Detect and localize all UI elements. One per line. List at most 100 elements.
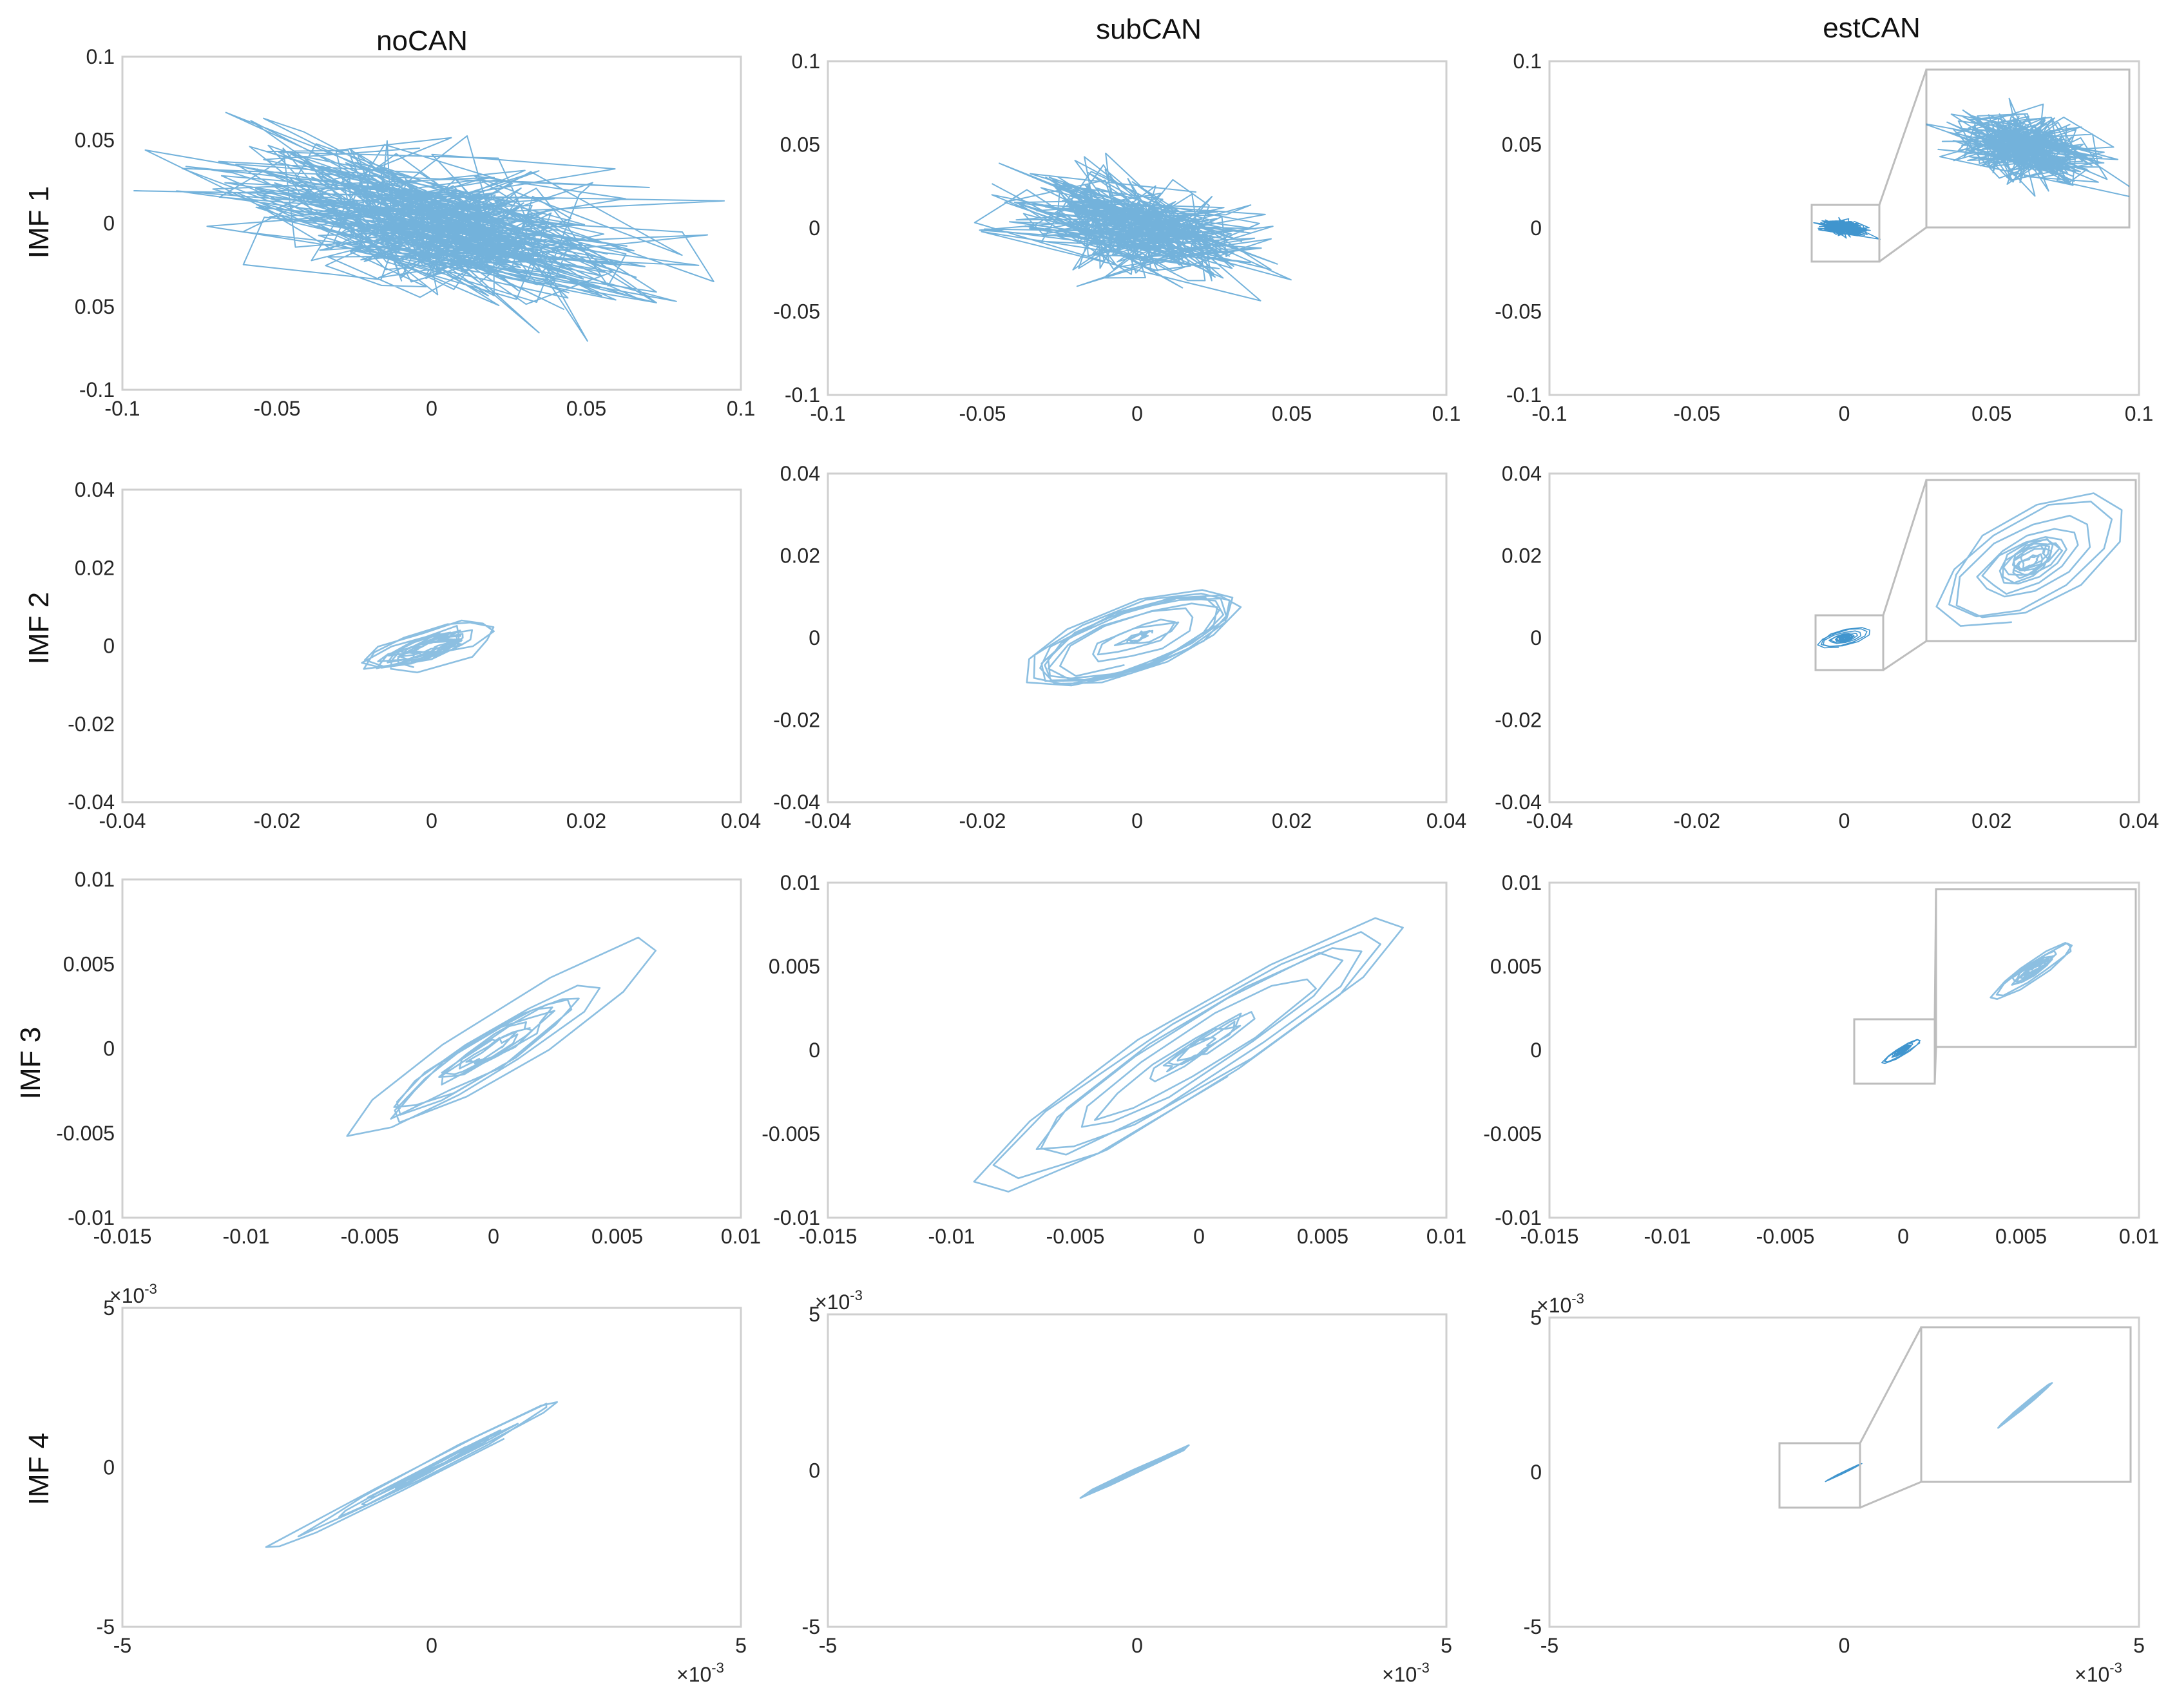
trajectory-trace — [133, 111, 725, 342]
inset-connector — [1859, 1327, 1923, 1444]
trajectory-trace — [1026, 589, 1242, 687]
x-tick-label: 0 — [426, 397, 437, 420]
y-tick-label: 5 — [809, 1303, 820, 1326]
x-tick-label: 5 — [2133, 1634, 2145, 1657]
y-tick-label: 0 — [809, 216, 820, 240]
x-tick-label: -0.02 — [959, 809, 1006, 832]
x-tick-label: 0.005 — [1297, 1225, 1348, 1248]
x-tick-label: 0.05 — [1272, 402, 1312, 425]
panel-imf4-nocan: -5 0 5-505×10-3×10-3 — [97, 1281, 747, 1686]
y-tick-label: 0 — [1530, 1039, 1542, 1062]
y-tick-label: 0.005 — [1490, 955, 1542, 978]
x-tick-label: 5 — [1441, 1634, 1452, 1657]
x-tick-label: 0.01 — [721, 1225, 761, 1248]
y-exponent-label: ×10-3 — [815, 1287, 863, 1314]
x-tick-label: -0.005 — [1046, 1225, 1105, 1248]
y-tick-label: -0.01 — [773, 1206, 820, 1229]
x-tick-label: -0.05 — [959, 402, 1006, 425]
x-tick-label: 0.1 — [727, 397, 755, 420]
y-tick-label: 0.02 — [780, 544, 820, 568]
x-tick-label: 0.1 — [1432, 402, 1461, 425]
axes-box — [827, 1313, 1448, 1628]
axes-box — [121, 1307, 742, 1628]
x-tick-label: 0.04 — [1426, 809, 1466, 832]
trajectory-trace — [1079, 1444, 1190, 1499]
x-tick-label: 0.04 — [2119, 809, 2159, 832]
row-label-imf3: IMF 3 — [15, 1027, 46, 1099]
x-tick-label: 0.05 — [1971, 402, 2011, 425]
trajectory-trace — [361, 619, 495, 673]
trajectory-trace — [1825, 1463, 1863, 1483]
panel-imf1-nocan: -0.1 -0.05 0 0.05 0.1 -0.1 0.05 0 0.05 0.1 — [75, 45, 756, 420]
y-tick-label: 5 — [103, 1296, 115, 1319]
inset-connector — [1878, 69, 1928, 206]
trajectory-trace — [973, 152, 1292, 302]
y-tick-label: 0.1 — [1513, 50, 1542, 73]
x-tick-label: 0 — [1839, 402, 1850, 425]
y-tick-label: -0.1 — [79, 378, 115, 401]
x-tick-label: 0 — [1897, 1225, 1909, 1248]
x-exponent-label: ×10-3 — [1382, 1660, 1430, 1686]
panel-imf2-nocan: -0.04 -0.02 0 0.02 0.04 -0.04 -0.02 0 0.02 0.04 — [68, 478, 761, 832]
x-tick-label: 0.01 — [2119, 1225, 2159, 1248]
zoom-region — [1814, 614, 1884, 671]
y-tick-label: -0.005 — [762, 1122, 820, 1146]
row-labels: IMF 1 IMF 2 IMF 3 IMF 4 — [15, 186, 55, 1505]
x-tick-label: 0 — [1131, 402, 1143, 425]
y-tick-label: 0.005 — [63, 952, 115, 975]
column-titles: noCAN subCAN estCAN — [376, 12, 1921, 57]
y-tick-label: 0 — [103, 635, 115, 658]
x-tick-label: -0.005 — [341, 1225, 399, 1248]
y-exponent-label: ×10-3 — [1537, 1291, 1584, 1317]
x-tick-label: 0 — [426, 809, 437, 832]
y-tick-label: 0.02 — [1502, 544, 1542, 568]
x-tick-label: 0.02 — [566, 809, 606, 832]
y-tick-label: -0.05 — [773, 300, 820, 323]
trajectory-trace — [1881, 1039, 1921, 1064]
x-tick-label: 0 — [426, 1634, 437, 1657]
y-tick-label: -5 — [1524, 1615, 1542, 1638]
x-tick-label: -5 — [819, 1634, 837, 1657]
y-tick-label: -0.04 — [1495, 791, 1542, 814]
inset-connector — [1882, 479, 1928, 616]
y-tick-label: -0.01 — [68, 1206, 115, 1229]
column-title-subcan: subCAN — [1096, 14, 1202, 45]
x-tick-label: -0.1 — [104, 397, 140, 420]
y-tick-label: 5 — [1530, 1306, 1542, 1329]
panel-imf2-estcan: -0.04 -0.02 0 0.02 0.04 -0.04 -0.02 0 0.02 0.04 — [1495, 462, 2159, 832]
inset-trajectory-trace — [1926, 97, 2129, 197]
y-tick-label: -0.04 — [68, 791, 115, 814]
y-tick-label: 0.1 — [792, 50, 820, 73]
axes-box — [827, 881, 1448, 1219]
x-tick-label: -0.015 — [1520, 1225, 1579, 1248]
axes-box — [121, 488, 742, 803]
x-tick-label: 0 — [1193, 1225, 1205, 1248]
y-tick-label: -0.04 — [773, 791, 820, 814]
x-tick-label: 0.005 — [1995, 1225, 2047, 1248]
x-tick-label: -0.04 — [805, 809, 852, 832]
y-tick-label: 0 — [1530, 1461, 1542, 1484]
y-tick-label: 0.05 — [75, 295, 115, 318]
panel-imf3-estcan: -0.015 -0.01 -0.005 0 0.005 0.01-0.01-0.00500… — [1483, 871, 2159, 1248]
y-exponent-label: ×10-3 — [110, 1281, 157, 1307]
row-label-imf1: IMF 1 — [23, 186, 55, 258]
x-tick-label: -0.015 — [93, 1225, 152, 1248]
x-tick-label: -0.1 — [1531, 402, 1567, 425]
x-tick-label: -0.01 — [928, 1225, 975, 1248]
y-tick-label: 0.01 — [75, 868, 115, 891]
inset-axes — [1920, 1326, 2132, 1483]
y-tick-label: -0.005 — [56, 1122, 115, 1145]
x-tick-label: 0 — [1131, 1634, 1143, 1657]
y-tick-label: -0.02 — [68, 713, 115, 736]
y-tick-label: -0.005 — [1483, 1122, 1542, 1146]
x-tick-label: -5 — [113, 1634, 131, 1657]
x-tick-label: 0.01 — [1426, 1225, 1466, 1248]
y-tick-label: 0.05 — [75, 128, 115, 151]
y-tick-label: 0.05 — [780, 133, 820, 157]
zoom-region — [1810, 204, 1881, 263]
inset-connector — [1859, 1481, 1922, 1509]
y-tick-label: -0.1 — [1506, 383, 1542, 407]
x-tick-label: -0.005 — [1756, 1225, 1815, 1248]
y-tick-label: 0.005 — [769, 955, 820, 978]
